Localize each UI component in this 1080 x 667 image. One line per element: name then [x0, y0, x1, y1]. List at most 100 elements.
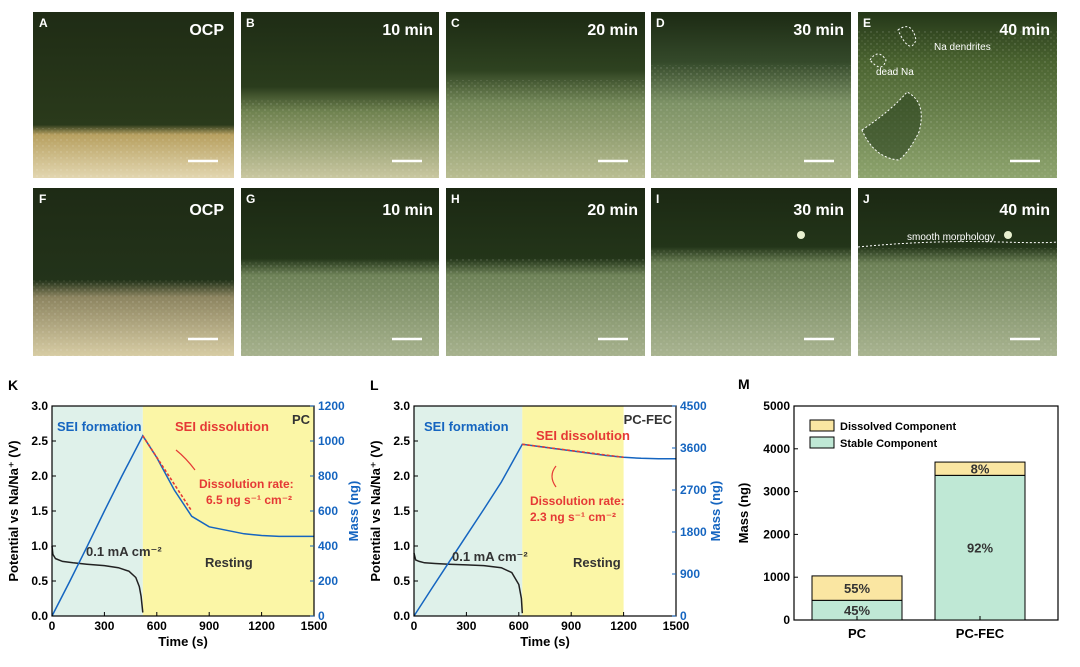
- chart-L: L 0 300 600 900 1200 1500 0.0 0.5 1.0 1.5 2.0 2.5 3.0…: [368, 377, 723, 649]
- y-tick-label: 1.0: [31, 539, 48, 553]
- y-axis-title: Mass (ng): [736, 483, 751, 544]
- bar-pc-fec-stable: [934, 474, 1026, 621]
- bar-label-pc-fec-dissolved: 8%: [971, 462, 990, 477]
- label-dissolution-rate-title: Dissolution rate:: [530, 494, 625, 508]
- y2-tick-label: 200: [318, 574, 338, 588]
- micrograph-E: [858, 12, 1057, 178]
- time-label-E: 40 min: [999, 22, 1050, 39]
- y-axis-title: Potential vs Na/Na⁺ (V): [6, 440, 21, 581]
- y2-tick-label: 1200: [318, 399, 345, 413]
- chart-K: K 0 300 600 900 1200 1500 0.0 0.5 1.0 1.5 2.0 2.5 3.0…: [6, 377, 361, 649]
- chart-title: PC-FEC: [624, 412, 673, 427]
- annotation-dead-na: dead Na: [876, 67, 914, 78]
- annotation-smooth-morphology: smooth morphology: [907, 232, 995, 243]
- label-sei-dissolution: SEI dissolution: [536, 428, 630, 443]
- panel-letter-M: M: [738, 376, 750, 392]
- y-tick-label: 2.5: [31, 434, 48, 448]
- label-dissolution-rate-value: 6.5 ng s⁻¹ cm⁻²: [206, 493, 292, 507]
- time-label-D: 30 min: [793, 22, 844, 39]
- x-tick-label: 600: [147, 619, 167, 633]
- panel-letter-A: A: [39, 16, 48, 30]
- x-tick-label: 1500: [663, 619, 690, 633]
- time-label-A: OCP: [189, 22, 224, 39]
- micrograph-A: [33, 12, 234, 178]
- micrograph-grid: A OCP B 10 min C 20 min D 30 min E 40 mi…: [33, 12, 1060, 356]
- x-axis-title: Time (s): [520, 634, 570, 649]
- y2-tick-label: 3600: [680, 441, 707, 455]
- x-tick-label: 1200: [610, 619, 637, 633]
- micrograph-D: [651, 12, 851, 178]
- series-mass-line: [51, 434, 314, 617]
- time-label-J: 40 min: [999, 202, 1050, 219]
- bar-label-pc-dissolved: 55%: [844, 581, 870, 596]
- x-tick-label: 300: [94, 619, 114, 633]
- panel-letter-D: D: [656, 16, 665, 30]
- x-tick-label: 600: [509, 619, 529, 633]
- y2-tick-label: 1800: [680, 525, 707, 539]
- y-tick-label: 2.5: [393, 434, 410, 448]
- y2-tick-label: 600: [318, 504, 338, 518]
- bar-label-pc-stable: 45%: [844, 603, 870, 618]
- x-tick-label: 900: [199, 619, 219, 633]
- scale-bars: [188, 159, 1040, 341]
- y2-tick-label: 1000: [318, 434, 345, 448]
- time-label-B: 10 min: [382, 22, 433, 39]
- label-current-density: 0.1 mA cm⁻²: [452, 549, 528, 564]
- y-tick-label: 0.0: [393, 609, 410, 623]
- y2-tick-label: 800: [318, 469, 338, 483]
- y-tick-label: 3.0: [31, 399, 48, 413]
- y2-tick-label: 2700: [680, 483, 707, 497]
- x-tick-label: PC: [848, 626, 867, 641]
- label-resting: Resting: [573, 555, 621, 570]
- y2-tick-label: 4500: [680, 399, 707, 413]
- x-tick-label: 1200: [248, 619, 275, 633]
- legend-label-dissolved: Dissolved Component: [840, 421, 956, 433]
- label-resting: Resting: [205, 555, 253, 570]
- y2-axis-title: Mass (ng): [346, 481, 361, 542]
- y2-tick-label: 0: [680, 609, 687, 623]
- time-label-C: 20 min: [587, 22, 638, 39]
- y-tick-label: 1.5: [31, 504, 48, 518]
- x-tick-label: 0: [411, 619, 418, 633]
- x-tick-label: 900: [561, 619, 581, 633]
- panel-letter-G: G: [246, 192, 255, 206]
- bar-pc-fec-dissolved: [934, 461, 1026, 476]
- label-sei-formation: SEI formation: [57, 419, 142, 434]
- label-dissolution-rate-title: Dissolution rate:: [199, 477, 294, 491]
- x-tick-label: 0: [49, 619, 56, 633]
- plot-frame: [793, 405, 1059, 621]
- y-tick-label: 0: [783, 613, 790, 627]
- y-tick-label: 1000: [763, 570, 790, 584]
- rate-arrow: [551, 465, 557, 488]
- series-potential-line: [413, 552, 524, 614]
- bar-label-pc-fec-stable: 92%: [967, 541, 993, 556]
- series-linear-fit-line: [522, 443, 624, 459]
- panel-letter-J: J: [863, 192, 870, 206]
- y-tick-label: 2.0: [31, 469, 48, 483]
- panel-letter-H: H: [451, 192, 460, 206]
- micrograph-G: [241, 188, 439, 356]
- y-tick-label: 1.0: [393, 539, 410, 553]
- y2-tick-label: 400: [318, 539, 338, 553]
- panel-letter-I: I: [656, 192, 659, 206]
- legend-label-stable: Stable Component: [840, 438, 938, 450]
- bar-pc-dissolved: [811, 575, 903, 601]
- y-tick-label: 0.0: [31, 609, 48, 623]
- y-tick-label: 5000: [763, 399, 790, 413]
- legend-swatch-stable: [809, 436, 835, 449]
- region-sei-dissolution: [522, 406, 624, 616]
- y2-tick-label: 900: [680, 567, 700, 581]
- y-tick-label: 0.5: [393, 574, 410, 588]
- micrograph-F: [33, 188, 234, 356]
- panel-letter-L: L: [370, 377, 379, 393]
- y-tick-label: 2.0: [393, 469, 410, 483]
- y2-tick-label: 0: [318, 609, 325, 623]
- chart-M: M 0 1000 2000 3000 4000 5000 Mass (ng) 45% 55% PC 9…: [736, 376, 1059, 641]
- time-label-F: OCP: [189, 202, 224, 219]
- x-axis-title: Time (s): [158, 634, 208, 649]
- time-label-G: 10 min: [382, 202, 433, 219]
- y-tick-label: 3000: [763, 485, 790, 499]
- y-tick-label: 3.0: [393, 399, 410, 413]
- micrograph-B: [241, 12, 439, 178]
- y-tick-label: 2000: [763, 527, 790, 541]
